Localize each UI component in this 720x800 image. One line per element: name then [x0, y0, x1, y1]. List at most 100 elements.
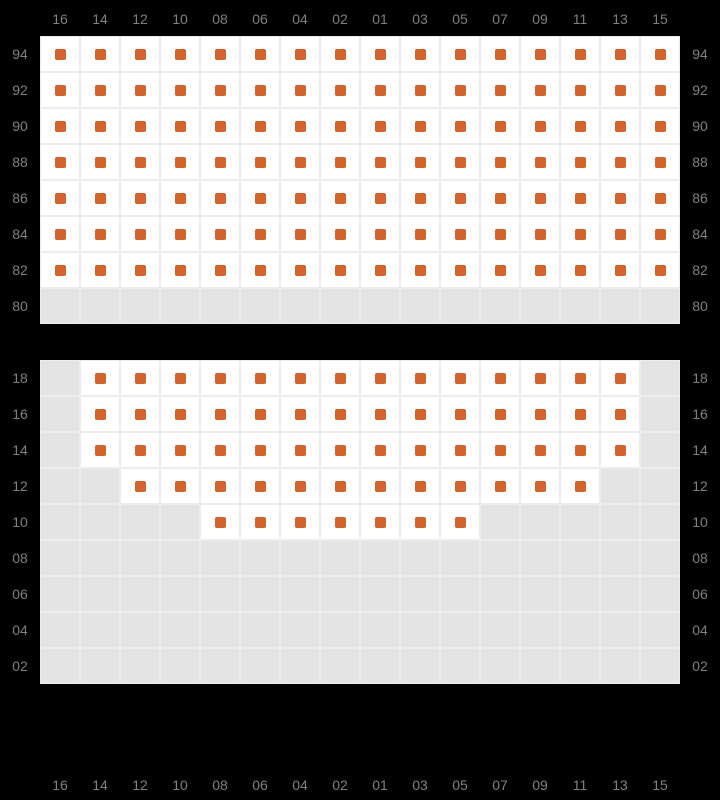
seat-cell[interactable] — [360, 108, 400, 144]
seat-cell[interactable] — [320, 432, 360, 468]
seat-cell[interactable] — [120, 72, 160, 108]
seat-cell[interactable] — [160, 468, 200, 504]
seat-cell[interactable] — [520, 360, 560, 396]
seat-cell[interactable] — [440, 180, 480, 216]
seat-cell[interactable] — [560, 108, 600, 144]
seat-cell[interactable] — [240, 216, 280, 252]
seat-cell[interactable] — [600, 396, 640, 432]
seat-cell[interactable] — [240, 432, 280, 468]
seat-cell[interactable] — [600, 72, 640, 108]
seat-cell[interactable] — [40, 108, 80, 144]
seat-cell[interactable] — [360, 432, 400, 468]
seat-cell[interactable] — [560, 72, 600, 108]
seat-cell[interactable] — [400, 180, 440, 216]
seat-cell[interactable] — [160, 360, 200, 396]
seat-cell[interactable] — [200, 216, 240, 252]
seat-cell[interactable] — [200, 180, 240, 216]
seat-cell[interactable] — [160, 180, 200, 216]
seat-cell[interactable] — [560, 180, 600, 216]
seat-cell[interactable] — [120, 144, 160, 180]
seat-cell[interactable] — [40, 216, 80, 252]
seat-cell[interactable] — [120, 396, 160, 432]
seat-cell[interactable] — [440, 396, 480, 432]
seat-cell[interactable] — [320, 144, 360, 180]
seat-cell[interactable] — [640, 180, 680, 216]
seat-cell[interactable] — [360, 504, 400, 540]
seat-cell[interactable] — [440, 468, 480, 504]
seat-cell[interactable] — [320, 252, 360, 288]
seat-cell[interactable] — [520, 144, 560, 180]
seat-cell[interactable] — [600, 252, 640, 288]
seat-cell[interactable] — [360, 36, 400, 72]
seat-cell[interactable] — [360, 72, 400, 108]
seat-cell[interactable] — [240, 468, 280, 504]
seat-cell[interactable] — [400, 108, 440, 144]
seat-cell[interactable] — [320, 396, 360, 432]
seat-cell[interactable] — [160, 36, 200, 72]
seat-cell[interactable] — [440, 504, 480, 540]
seat-cell[interactable] — [120, 468, 160, 504]
seat-cell[interactable] — [400, 216, 440, 252]
seat-cell[interactable] — [320, 108, 360, 144]
seat-cell[interactable] — [560, 432, 600, 468]
seat-cell[interactable] — [480, 72, 520, 108]
seat-cell[interactable] — [200, 72, 240, 108]
seat-cell[interactable] — [280, 144, 320, 180]
seat-cell[interactable] — [80, 72, 120, 108]
seat-cell[interactable] — [240, 108, 280, 144]
seat-cell[interactable] — [160, 108, 200, 144]
seat-cell[interactable] — [40, 144, 80, 180]
seat-cell[interactable] — [320, 504, 360, 540]
seat-cell[interactable] — [240, 504, 280, 540]
seat-cell[interactable] — [320, 360, 360, 396]
seat-cell[interactable] — [200, 252, 240, 288]
seat-cell[interactable] — [320, 180, 360, 216]
seat-cell[interactable] — [160, 432, 200, 468]
seat-cell[interactable] — [160, 396, 200, 432]
seat-cell[interactable] — [120, 252, 160, 288]
seat-cell[interactable] — [640, 36, 680, 72]
seat-cell[interactable] — [120, 108, 160, 144]
seat-cell[interactable] — [200, 144, 240, 180]
seat-cell[interactable] — [480, 180, 520, 216]
seat-cell[interactable] — [200, 108, 240, 144]
seat-cell[interactable] — [400, 252, 440, 288]
seat-cell[interactable] — [120, 36, 160, 72]
seat-cell[interactable] — [80, 180, 120, 216]
seat-cell[interactable] — [560, 36, 600, 72]
seat-cell[interactable] — [80, 396, 120, 432]
seat-cell[interactable] — [520, 468, 560, 504]
seat-cell[interactable] — [520, 432, 560, 468]
seat-cell[interactable] — [640, 216, 680, 252]
seat-cell[interactable] — [200, 360, 240, 396]
seat-cell[interactable] — [280, 504, 320, 540]
seat-cell[interactable] — [520, 216, 560, 252]
seat-cell[interactable] — [440, 216, 480, 252]
seat-cell[interactable] — [560, 360, 600, 396]
seat-cell[interactable] — [560, 216, 600, 252]
seat-cell[interactable] — [520, 396, 560, 432]
seat-cell[interactable] — [40, 36, 80, 72]
seat-cell[interactable] — [520, 36, 560, 72]
seat-cell[interactable] — [400, 72, 440, 108]
seat-cell[interactable] — [400, 468, 440, 504]
seat-cell[interactable] — [40, 72, 80, 108]
seat-cell[interactable] — [400, 36, 440, 72]
seat-cell[interactable] — [360, 180, 400, 216]
seat-cell[interactable] — [360, 144, 400, 180]
seat-cell[interactable] — [200, 432, 240, 468]
seat-cell[interactable] — [240, 252, 280, 288]
seat-cell[interactable] — [40, 252, 80, 288]
seat-cell[interactable] — [480, 108, 520, 144]
seat-cell[interactable] — [280, 72, 320, 108]
seat-cell[interactable] — [520, 72, 560, 108]
seat-cell[interactable] — [280, 252, 320, 288]
seat-cell[interactable] — [200, 504, 240, 540]
seat-cell[interactable] — [400, 360, 440, 396]
seat-cell[interactable] — [280, 360, 320, 396]
seat-cell[interactable] — [120, 432, 160, 468]
seat-cell[interactable] — [480, 432, 520, 468]
seat-cell[interactable] — [440, 72, 480, 108]
seat-cell[interactable] — [240, 396, 280, 432]
seat-cell[interactable] — [80, 360, 120, 396]
